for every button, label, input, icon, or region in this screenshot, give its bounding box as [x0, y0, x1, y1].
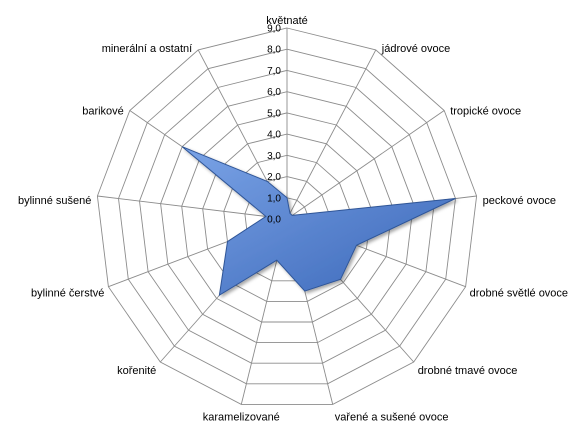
tick-label: 0,0 [267, 215, 281, 226]
tick-label: 8,0 [267, 45, 281, 56]
grid-ring [160, 91, 414, 344]
category-label: bylinné sušené [18, 195, 91, 207]
grid-ring [202, 133, 372, 302]
category-label: drobné tmavé ovoce [418, 365, 518, 377]
category-label: vařené a sušené ovoce [335, 411, 449, 423]
grid-ring [96, 27, 478, 405]
tick-label: 1,0 [267, 193, 281, 204]
tick-label: 4,0 [267, 130, 281, 141]
category-label: kořenité [117, 365, 156, 377]
category-label: minerální a ostatní [102, 43, 193, 55]
grid-ring [181, 112, 393, 323]
tick-label: 3,0 [267, 151, 281, 162]
tick-label: 7,0 [267, 66, 281, 77]
axis-spoke [97, 195, 288, 220]
grid-ring [139, 69, 435, 364]
category-label: bylinné čerstvé [31, 288, 104, 300]
category-label: jádrové ovoce [381, 43, 451, 55]
category-label: tropické ovoce [450, 106, 521, 118]
axis-spoke [286, 49, 377, 220]
tick-label: 5,0 [267, 108, 281, 119]
tick-label: 6,0 [267, 87, 281, 98]
category-label: drobné světlé ovoce [470, 288, 568, 300]
category-label: barikové [82, 106, 124, 118]
tick-labels: 0,0 1,0 2,0 3,0 4,0 5,0 6,0 7,0 8,0 9,0 [267, 24, 281, 226]
axis-spoke [286, 110, 445, 220]
category-label: karamelizované [203, 411, 280, 423]
category-labels: květnaté jádrové ovoce tropické ovoce pecko… [18, 15, 568, 423]
series-area [181, 146, 456, 297]
category-label: peckové ovoce [483, 195, 556, 207]
series-layer [181, 146, 456, 297]
category-label: květnaté [266, 15, 308, 27]
tick-label: 2,0 [267, 172, 281, 183]
tick-label: 9,0 [267, 24, 281, 35]
grid-ring [118, 48, 456, 385]
